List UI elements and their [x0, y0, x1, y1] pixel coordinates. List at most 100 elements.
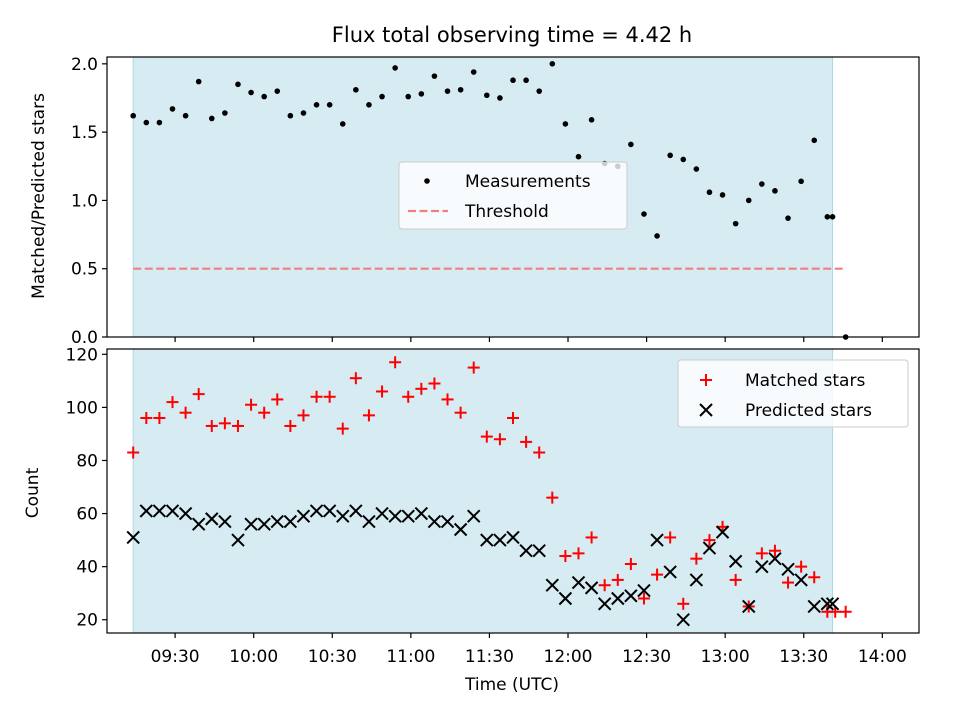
measurement-point	[169, 106, 176, 112]
count-y-axis-label: Count	[23, 467, 43, 518]
predicted-star-point	[584, 581, 599, 595]
measurement-point	[274, 88, 281, 94]
predicted-star-point	[322, 504, 337, 518]
measurement-point	[484, 92, 490, 99]
predicted-star-point	[768, 551, 782, 566]
x-tick-label: 12:00	[544, 647, 593, 667]
matched-star-point	[428, 377, 441, 390]
count-legend: Matched stars Predicted stars	[677, 359, 909, 428]
measurement-point	[235, 81, 241, 88]
legend-matched-marker	[700, 374, 712, 386]
predicted-star-point	[453, 522, 468, 537]
predicted-star-point	[244, 517, 258, 531]
measurement-point	[195, 78, 202, 85]
matched-star-point	[127, 446, 140, 459]
measurement-point	[222, 110, 228, 116]
measurement-point	[418, 91, 425, 97]
matched-star-point	[611, 573, 624, 586]
predicted-star-point	[152, 504, 167, 518]
x-tick-label: 12:30	[622, 647, 671, 667]
x-tick-label: 13:00	[701, 647, 750, 667]
predicted-star-point	[126, 530, 140, 545]
matched-star-point	[572, 547, 585, 560]
predicted-star-point	[676, 613, 690, 627]
x-axis-label: Time (UTC)	[464, 675, 559, 695]
matched-star-point	[454, 406, 467, 419]
x-tick-label: 10:30	[308, 647, 357, 667]
bottom-y-tick-label: 60	[76, 505, 98, 525]
measurement-point	[379, 93, 385, 100]
predicted-star-point	[270, 514, 284, 529]
predicted-star-point	[650, 533, 664, 547]
measurement-point	[313, 102, 320, 108]
measurement-point	[339, 121, 346, 127]
matched-star-point	[153, 412, 166, 425]
predicted-star-point	[755, 559, 769, 574]
measurement-point	[628, 141, 634, 148]
matched-star-point	[349, 372, 362, 385]
measurement-point	[366, 102, 372, 108]
matched-star-point	[415, 382, 428, 395]
predicted-star-point	[702, 541, 717, 555]
matched-star-point	[533, 446, 546, 459]
predicted-star-point	[689, 573, 704, 587]
top-y-tick-label: 1.0	[71, 191, 98, 211]
predicted-star-point	[349, 504, 363, 518]
x-tick-label: 09:30	[151, 647, 200, 667]
ratio-legend-box	[398, 161, 628, 230]
predicted-star-point	[257, 517, 271, 531]
matched-star-point	[690, 552, 703, 565]
predicted-star-point	[388, 509, 402, 523]
matched-star-point	[808, 571, 821, 584]
x-tick-label: 10:00	[229, 647, 278, 667]
predicted-star-point	[427, 514, 442, 529]
matched-star-point	[166, 396, 179, 409]
ratio-y-axis-label: Matched/Predicted stars	[29, 93, 49, 299]
predicted-star-point	[571, 575, 586, 590]
bottom-y-tick-label: 20	[76, 611, 98, 631]
matched-star-point	[795, 560, 808, 573]
chart-title: Flux total observing time = 4.42 h	[332, 23, 692, 47]
predicted-star-point	[728, 554, 743, 569]
predicted-star-point	[493, 533, 507, 547]
matched-star-point	[271, 393, 284, 406]
matched-star-point	[703, 534, 716, 547]
matched-star-point	[768, 544, 781, 557]
ratio-legend: Measurements Threshold	[398, 161, 628, 230]
measurement-point	[392, 65, 398, 71]
predicted-star-point	[375, 506, 389, 521]
predicted-star-point	[611, 591, 625, 606]
measurement-point	[824, 214, 831, 220]
predicted-star-point	[414, 506, 429, 521]
matched-star-point	[323, 390, 336, 403]
predicted-star-point	[506, 530, 520, 545]
legend-threshold-label: Threshold	[464, 202, 549, 222]
matched-star-point	[546, 491, 559, 504]
predicted-star-point	[440, 514, 455, 529]
x-tick-label: 13:30	[779, 647, 828, 667]
measurement-point	[156, 119, 163, 126]
predicted-star-point	[597, 597, 612, 611]
measurement-point	[510, 77, 516, 84]
measurement-point	[798, 178, 804, 185]
matched-star-point	[297, 409, 310, 422]
predicted-star-point	[742, 599, 756, 614]
measurement-point	[431, 73, 438, 79]
measurement-point	[588, 117, 595, 123]
measurement-point	[261, 93, 267, 100]
measurement-point	[732, 220, 739, 227]
bottom-y-tick-label: 100	[66, 398, 98, 418]
predicted-star-point	[624, 589, 638, 603]
measurement-point	[772, 188, 778, 194]
predicted-star-point	[663, 565, 677, 579]
matched-star-point	[664, 531, 677, 544]
measurement-point	[575, 153, 582, 160]
measurement-point	[130, 112, 136, 119]
top-y-tick-label: 0.0	[71, 328, 98, 348]
measurement-point	[654, 233, 660, 239]
predicted-star-point	[807, 599, 821, 614]
predicted-star-point	[218, 514, 232, 529]
top-y-tick-label: 1.5	[71, 123, 98, 143]
matched-star-point	[441, 393, 454, 406]
